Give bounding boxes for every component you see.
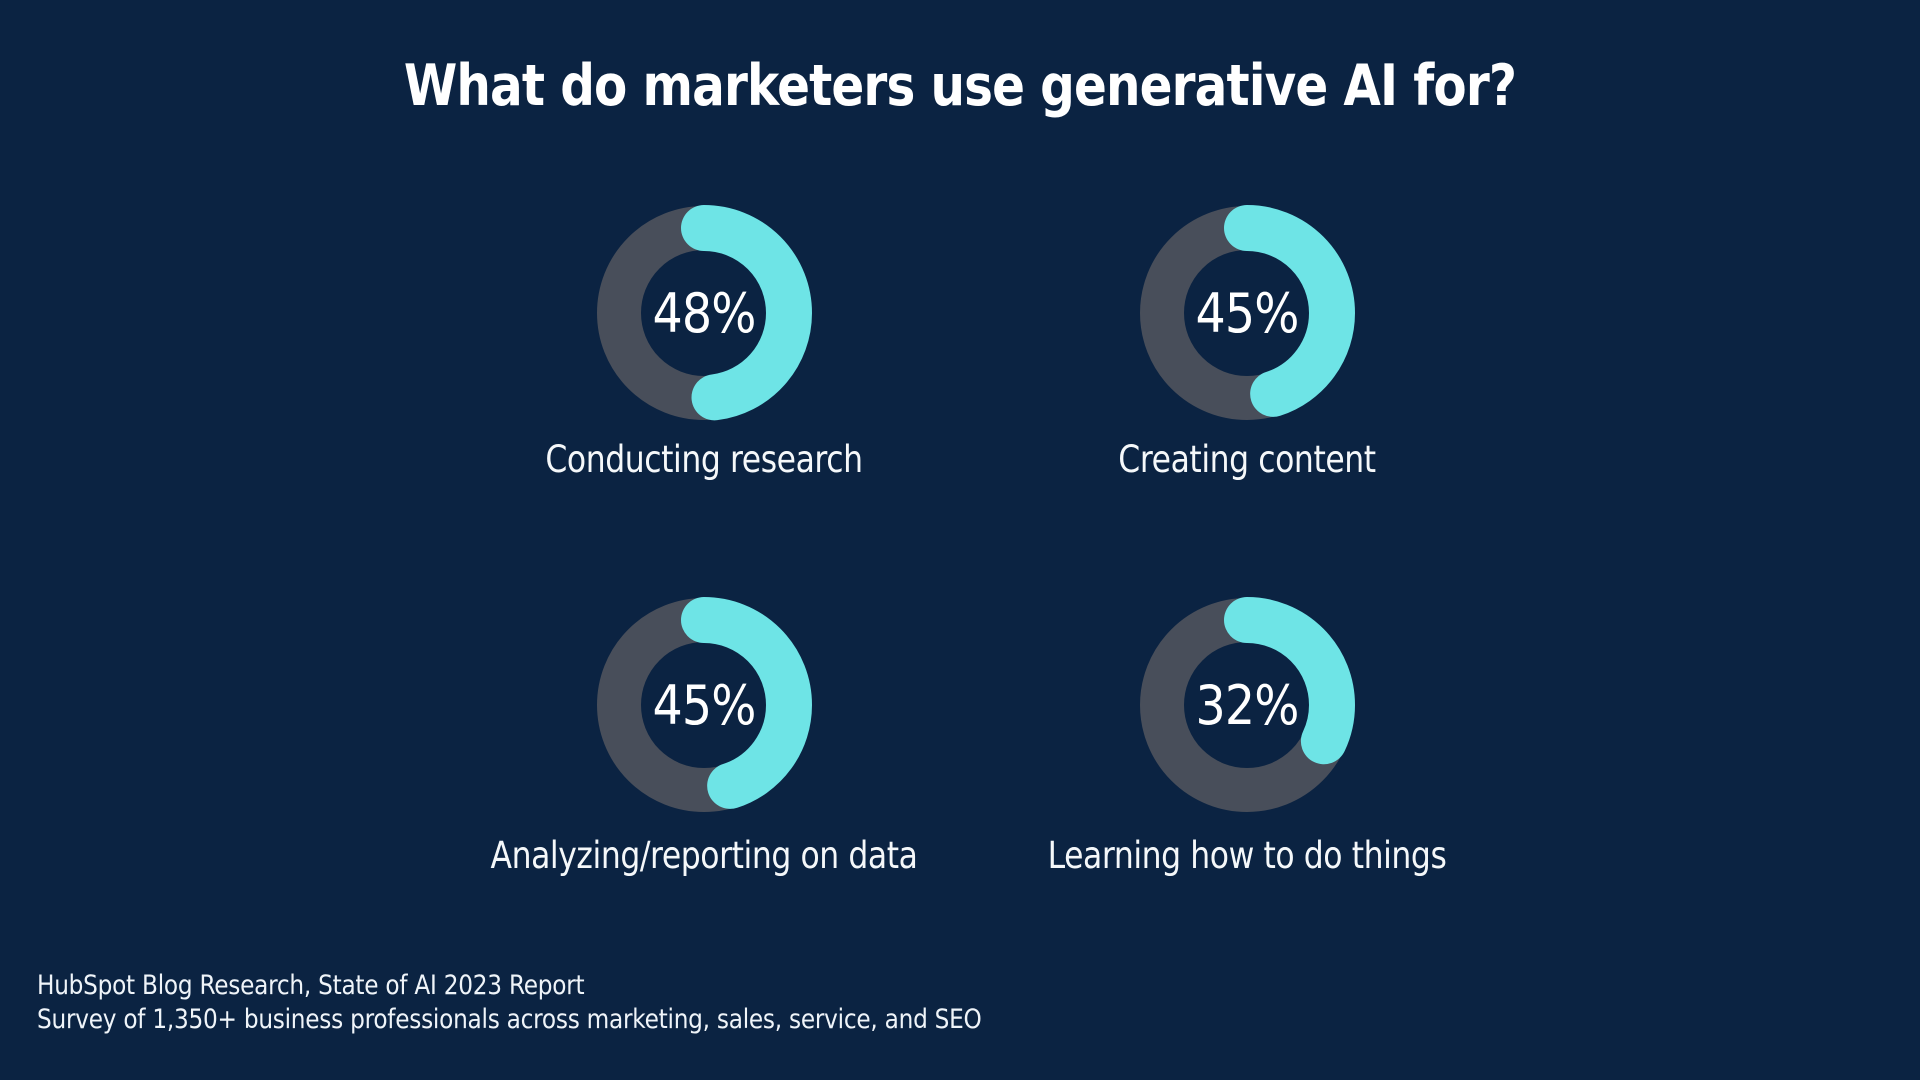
donut-value-arc bbox=[596, 597, 812, 813]
donut-svg bbox=[1139, 205, 1355, 421]
source-line-2: Survey of 1,350+ business professionals … bbox=[37, 1004, 982, 1035]
donut-svg bbox=[596, 205, 812, 421]
donut-svg bbox=[596, 597, 812, 813]
donut-chart-analyzing-reporting: 45% bbox=[594, 595, 814, 815]
donut-svg bbox=[1139, 597, 1355, 813]
donut-category-label: Conducting research bbox=[545, 438, 863, 481]
donut-value-label: 45% bbox=[652, 673, 757, 737]
donut-chart-learning-how-to: 32% bbox=[1137, 595, 1357, 815]
donut-category-label: Analyzing/reporting on data bbox=[490, 834, 918, 877]
source-attribution: HubSpot Blog Research, State of AI 2023 … bbox=[37, 969, 982, 1037]
donut-category-label: Learning how to do things bbox=[1047, 834, 1447, 877]
chart-title: What do marketers use generative AI for? bbox=[403, 53, 1517, 119]
donut-category-label: Creating content bbox=[1118, 438, 1376, 481]
donut-value-arc bbox=[1139, 205, 1355, 421]
source-line-1: HubSpot Blog Research, State of AI 2023 … bbox=[37, 970, 585, 1001]
donut-chart-creating-content: 45% bbox=[1137, 203, 1357, 423]
donut-value-arc bbox=[1139, 597, 1355, 813]
donut-value-label: 32% bbox=[1195, 673, 1300, 737]
donut-value-arc bbox=[596, 205, 812, 421]
donut-value-label: 45% bbox=[1195, 281, 1300, 345]
donut-value-label: 48% bbox=[652, 281, 757, 345]
donut-chart-conducting-research: 48% bbox=[594, 203, 814, 423]
